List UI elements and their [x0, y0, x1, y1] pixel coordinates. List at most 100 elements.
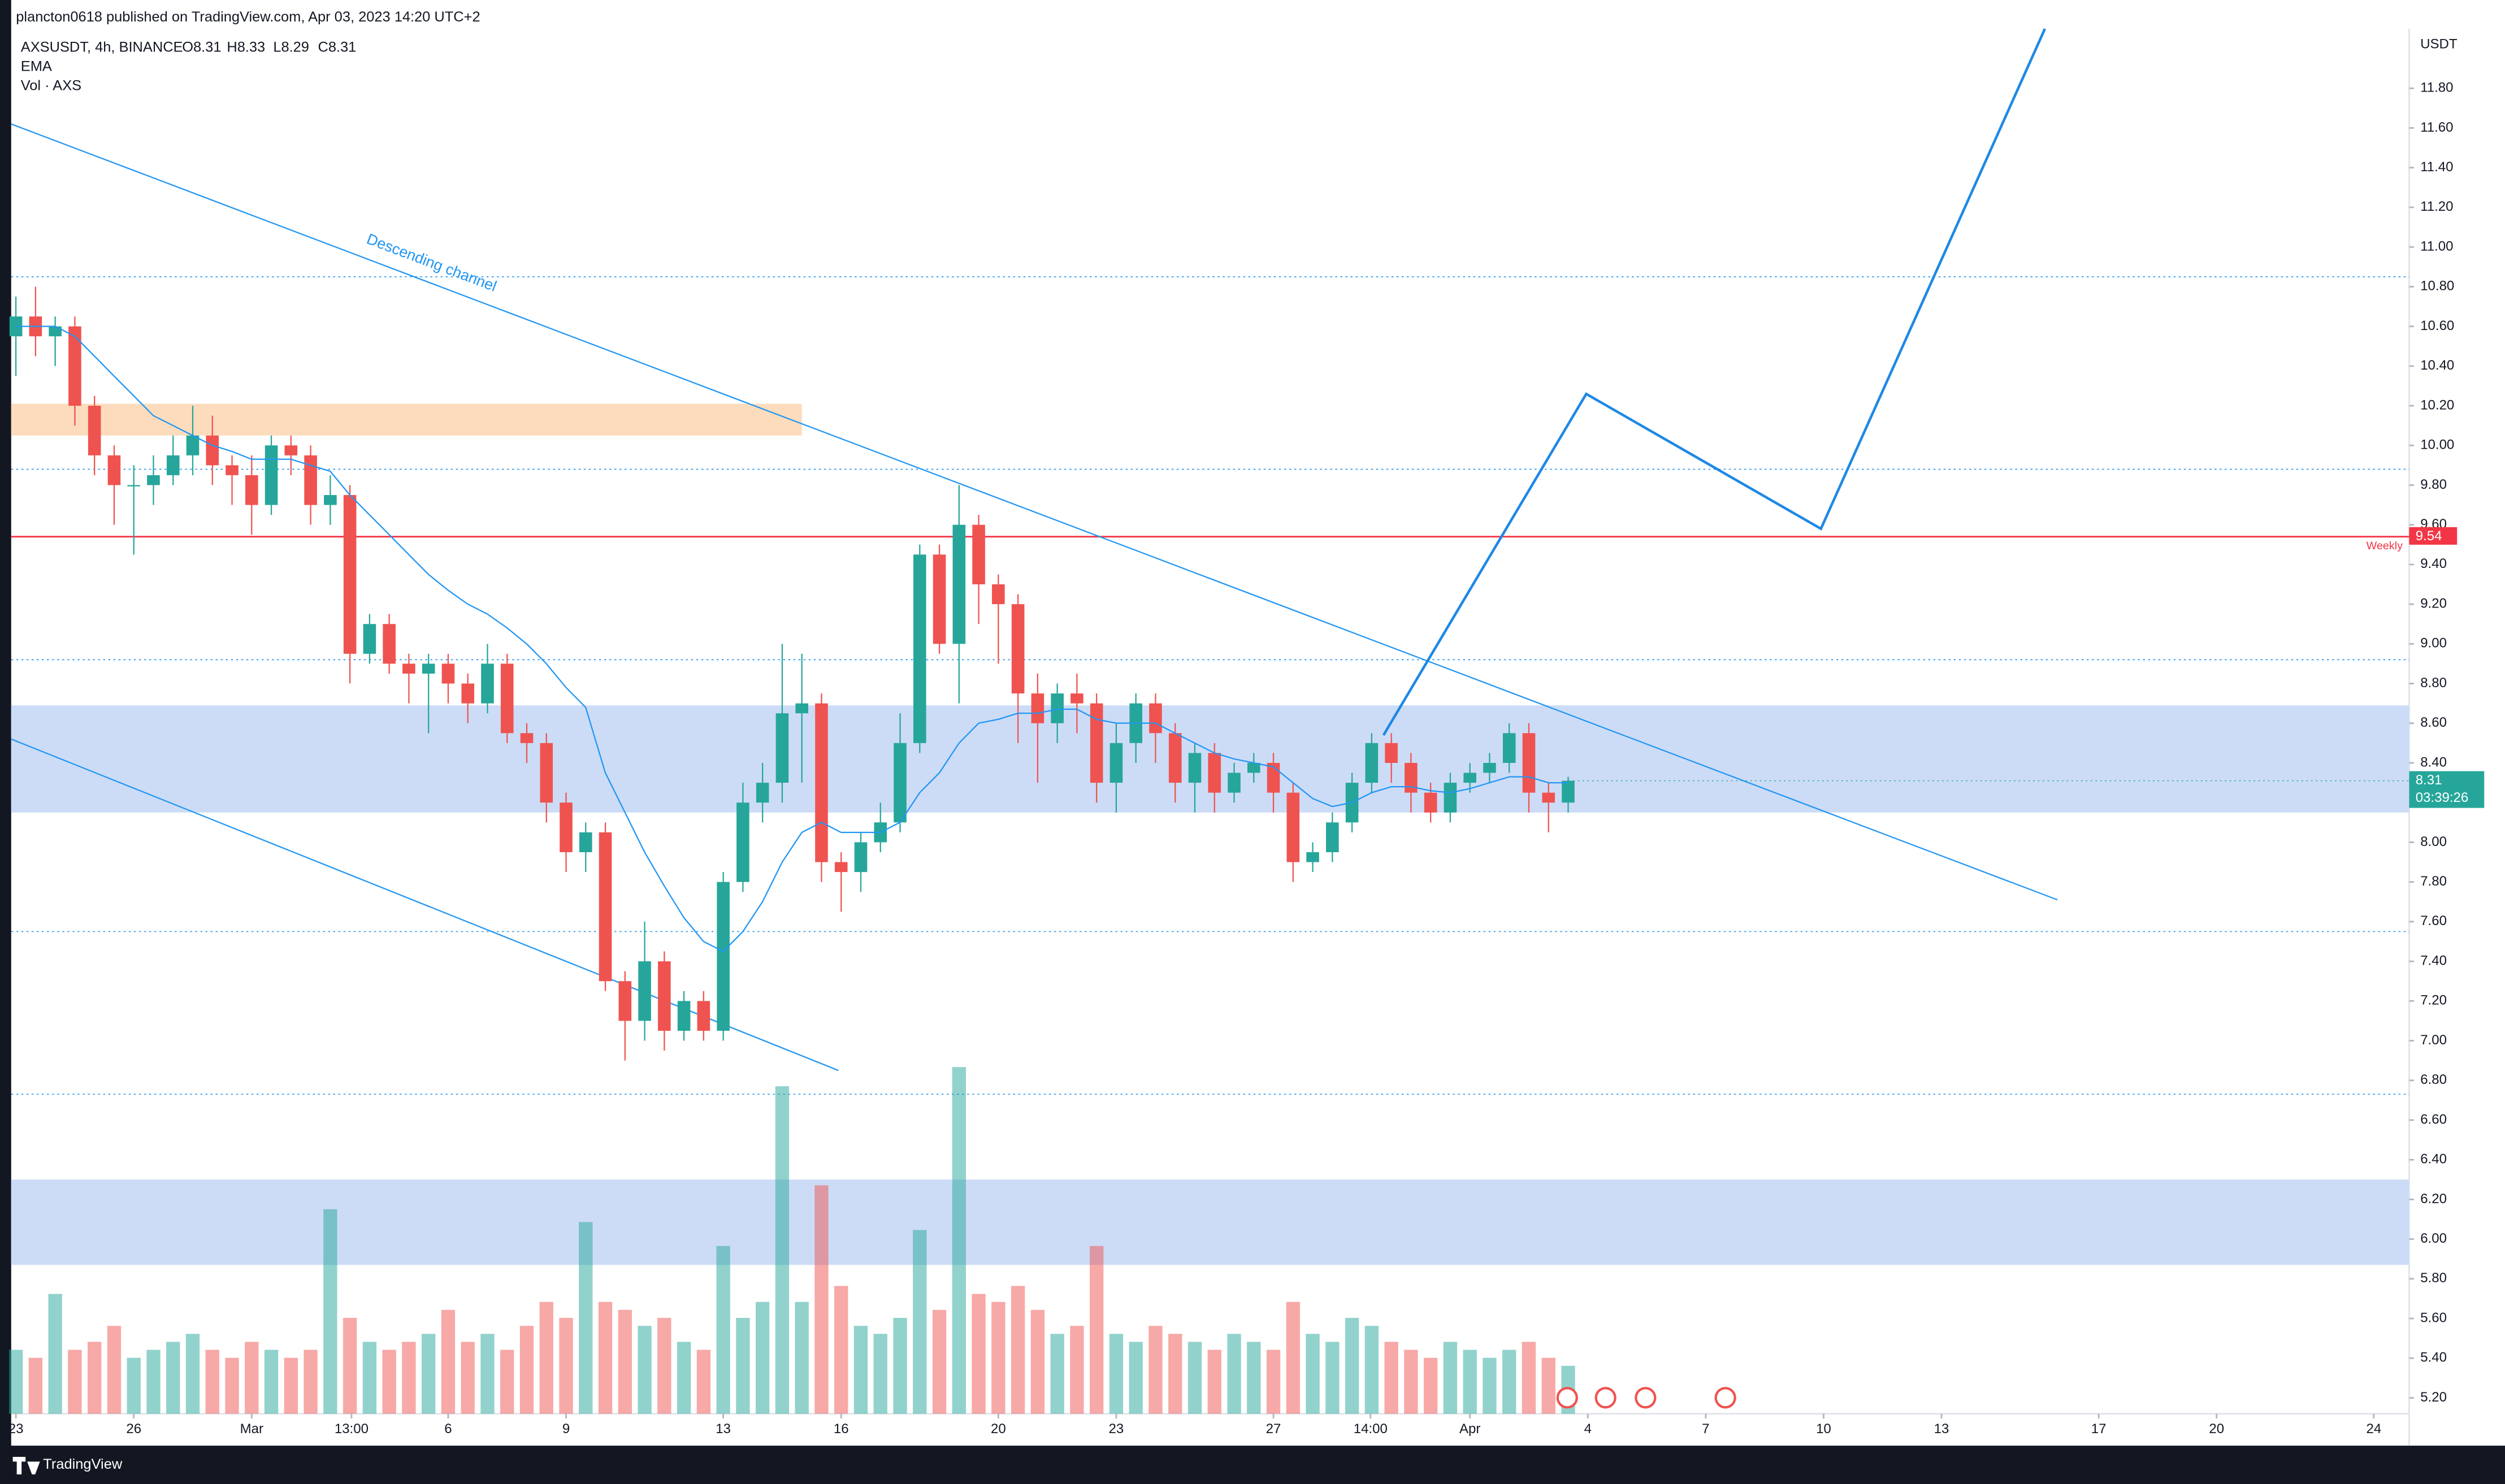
candle-body [324, 494, 337, 505]
candle-body [1405, 762, 1418, 793]
volume-bar [185, 1334, 200, 1414]
candle-body [638, 961, 651, 1021]
candle-body [1228, 773, 1241, 793]
candle-body [894, 743, 907, 823]
volume-bar [205, 1350, 219, 1414]
level-price: 9.54 [2416, 528, 2442, 544]
ema-legend: EMA [21, 58, 52, 74]
y-tick-label: 8.00 [2420, 834, 2447, 849]
y-tick-label: 10.00 [2420, 437, 2454, 453]
x-tick-label: 26 [126, 1421, 141, 1437]
trendline [11, 123, 2058, 901]
x-tick-label: 13 [716, 1421, 731, 1437]
volume-bar [853, 1326, 868, 1414]
candle-body [461, 683, 475, 704]
volume-bar [1011, 1286, 1025, 1414]
volume-bar [480, 1334, 495, 1414]
y-tick-label: 10.40 [2420, 358, 2454, 373]
volume-bar [873, 1334, 887, 1414]
y-tick-label: 10.60 [2420, 318, 2454, 333]
level-name: Weekly [2367, 540, 2403, 552]
volume-bar [500, 1350, 514, 1414]
candle-body [815, 703, 828, 862]
candle-body [697, 1001, 710, 1031]
event-icon[interactable] [1635, 1387, 1657, 1409]
candle-body [775, 713, 789, 783]
y-tick-label: 11.20 [2420, 199, 2453, 214]
candle-body [560, 802, 573, 852]
y-tick-label: 9.80 [2420, 477, 2447, 492]
volume-bar [1207, 1350, 1221, 1414]
candle-body [795, 703, 808, 714]
volume-bar [1129, 1342, 1143, 1414]
volume-bar [1050, 1334, 1064, 1414]
volume-bar [1149, 1326, 1163, 1414]
volume-bar [795, 1301, 809, 1414]
event-icon[interactable] [1714, 1387, 1736, 1409]
volume-bar [952, 1067, 966, 1414]
candle-body [107, 455, 121, 485]
candle-body [618, 981, 632, 1021]
candle-body [147, 475, 160, 485]
candle-body [1090, 703, 1103, 783]
volume-bar [1030, 1309, 1045, 1414]
volume-bar [618, 1309, 632, 1414]
volume-bar [1325, 1342, 1340, 1414]
volume-bar [539, 1301, 553, 1414]
event-icon[interactable] [1556, 1387, 1578, 1409]
volume-bar [814, 1185, 829, 1414]
y-tick-label: 10.20 [2420, 397, 2454, 413]
candle-body [1188, 753, 1202, 783]
ohlc-close: C8.31 [318, 40, 356, 55]
volume-bar [28, 1357, 43, 1414]
volume-bar [559, 1318, 573, 1414]
ohlc-open: O8.31 [182, 40, 221, 55]
candle-body [756, 783, 769, 803]
x-tick-label: 13 [1934, 1421, 1949, 1437]
event-icon[interactable] [1594, 1387, 1616, 1409]
candle-body [1542, 792, 1555, 803]
volume-bar [716, 1246, 730, 1414]
brand: TradingView [43, 1456, 123, 1472]
volume-bar [1227, 1334, 1241, 1414]
volume-bar [382, 1350, 396, 1414]
candle-body [834, 862, 848, 873]
volume-bar [245, 1342, 259, 1414]
candle-body [972, 524, 985, 584]
candle-body [304, 455, 317, 505]
y-tick-label: 10.80 [2420, 279, 2454, 294]
candle-body [579, 832, 592, 852]
candle-body [1031, 693, 1045, 723]
volume-bar [1266, 1350, 1281, 1414]
candle-body [717, 882, 730, 1031]
candle-body [1051, 693, 1064, 723]
volume-bar [1089, 1246, 1104, 1414]
x-tick-label: 13:00 [335, 1421, 369, 1437]
volume-bar [932, 1309, 947, 1414]
candle-body [500, 663, 514, 734]
level-price-box [2409, 527, 2458, 545]
candle-body [854, 842, 868, 873]
x-tick-label: 27 [1266, 1421, 1281, 1437]
volume-bar [638, 1326, 652, 1414]
volume-bar [696, 1350, 711, 1414]
volume-bar [893, 1318, 907, 1414]
volume-bar [107, 1326, 122, 1414]
candle-body [68, 326, 81, 406]
candle-body [1110, 743, 1123, 783]
volume-bar [657, 1318, 671, 1414]
candle-body [1444, 783, 1457, 813]
volume-bar [1404, 1350, 1418, 1414]
candle-body [402, 663, 415, 674]
volume-bar [579, 1222, 593, 1414]
candle-body [383, 624, 396, 664]
candle-body [1562, 780, 1575, 803]
ema-line [16, 326, 1568, 952]
candle-body [265, 445, 278, 505]
candle-body [1326, 822, 1339, 852]
candle-body [1286, 792, 1300, 862]
y-tick-label: 11.80 [2420, 80, 2453, 96]
candle-body [913, 554, 926, 743]
volume-bar [736, 1318, 750, 1414]
candle-body [658, 961, 671, 1031]
